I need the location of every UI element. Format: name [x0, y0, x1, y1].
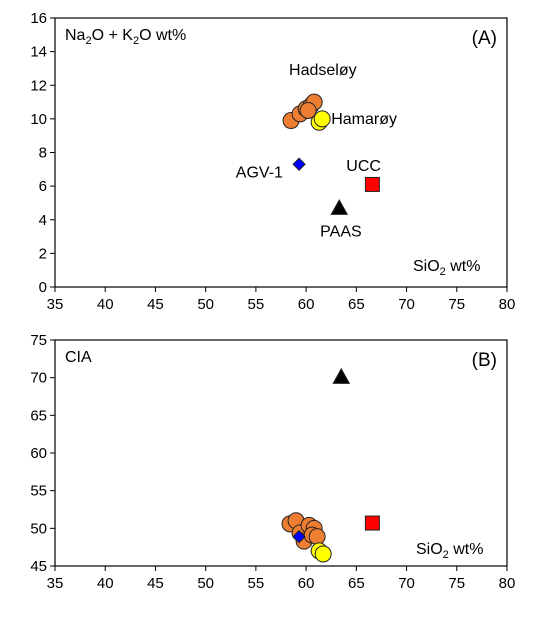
panel-a-y-tick-label: 6: [39, 178, 47, 195]
panel-b-series-3-point: [364, 515, 380, 531]
panel-a-agv-1-point: [292, 157, 306, 171]
panel-b-x-axis-label: SiO2 wt%: [416, 541, 483, 561]
panel-b-x-tick-label: 55: [248, 575, 265, 592]
panel-b-y-tick-label: 50: [30, 520, 47, 537]
panel-a-x-tick-label: 65: [348, 296, 365, 313]
panel-a-annotation-ucc: UCC: [346, 158, 381, 175]
panel-a-panel-label: (A): [472, 28, 497, 49]
panel-b-x-tick-label: 40: [97, 575, 114, 592]
panel-b-series-1-point: [314, 545, 332, 563]
panel-a-y-tick-label: 10: [30, 111, 47, 128]
panel-a-y-tick-label: 0: [39, 279, 47, 296]
panel-a-paas-point: [330, 198, 349, 215]
panel-a-y-tick-label: 16: [30, 10, 47, 27]
panel-b-y-tick-label: 65: [30, 407, 47, 424]
panel-a-x-tick-label: 70: [398, 296, 415, 313]
panel-b-x-tick-label: 60: [298, 575, 315, 592]
panel-a-annotation-hadsel-y: Hadseløy: [289, 62, 357, 79]
panel-b-y-tick-label: 75: [30, 332, 47, 349]
panel-a-y-tick-label: 4: [39, 212, 47, 229]
panel-b-x-tick-label: 65: [348, 575, 365, 592]
panel-a-x-tick-label: 35: [47, 296, 64, 313]
panel-a-x-tick-label: 75: [448, 296, 465, 313]
panel-a-x-axis-label: SiO2 wt%: [413, 258, 480, 278]
panel-a-y-tick-label: 12: [30, 77, 47, 94]
panel-a-y-axis-label: Na2O + K2O wt%: [65, 27, 186, 47]
panel-a-x-tick-label: 50: [197, 296, 214, 313]
panel-b-plot-frame: [54, 339, 508, 567]
panel-a-ucc-point: [364, 176, 380, 192]
panel-a-y-tick-label: 8: [39, 145, 47, 162]
panel-a-hadsel-y-point: [299, 101, 317, 119]
panel-b-y-tick-label: 55: [30, 483, 47, 500]
panel-a-x-tick-label: 40: [97, 296, 114, 313]
panel-b: 45 50 55 60 65 70 75 35 40 45 50 55 60 65 70 75 80 CIA SiO…: [30, 332, 515, 592]
panel-b-panel-label: (B): [472, 350, 497, 371]
panel-a-plot-frame: [54, 17, 508, 288]
panel-b-x-tick-label: 70: [398, 575, 415, 592]
panel-a-x-tick-label: 45: [147, 296, 164, 313]
panel-b-series-2-point: [292, 529, 306, 544]
panel-a: 0 2 4 6 8 10 12 14 16 35 40 45 50 55 60 65 70 75 80 Na2O + …: [30, 10, 515, 313]
panel-b-series-4-point: [332, 367, 351, 384]
panel-a-x-tick-label: 80: [499, 296, 516, 313]
panel-b-y-tick-label: 60: [30, 445, 47, 462]
panel-a-annotation-agv-1: AGV-1: [236, 165, 283, 182]
panel-b-x-tick-label: 35: [47, 575, 64, 592]
panel-a-y-tick-label: 14: [30, 44, 47, 61]
panel-a-hamar-y-point: [313, 110, 331, 128]
panel-b-x-tick-label: 45: [147, 575, 164, 592]
panel-b-series-0-point: [308, 528, 326, 546]
panel-a-annotation-hamar-y: Hamarøy: [331, 111, 397, 128]
panel-b-x-tick-label: 50: [197, 575, 214, 592]
panel-a-y-tick-label: 2: [39, 245, 47, 262]
panel-b-y-tick-label: 70: [30, 370, 47, 387]
panel-b-x-tick-label: 75: [448, 575, 465, 592]
panel-b-y-axis-label: CIA: [65, 349, 92, 366]
panel-a-annotation-paas: PAAS: [320, 224, 362, 241]
panel-b-y-tick-label: 45: [30, 558, 47, 575]
panel-a-x-tick-label: 60: [298, 296, 315, 313]
panel-a-x-tick-label: 55: [248, 296, 265, 313]
panel-b-x-tick-label: 80: [499, 575, 516, 592]
